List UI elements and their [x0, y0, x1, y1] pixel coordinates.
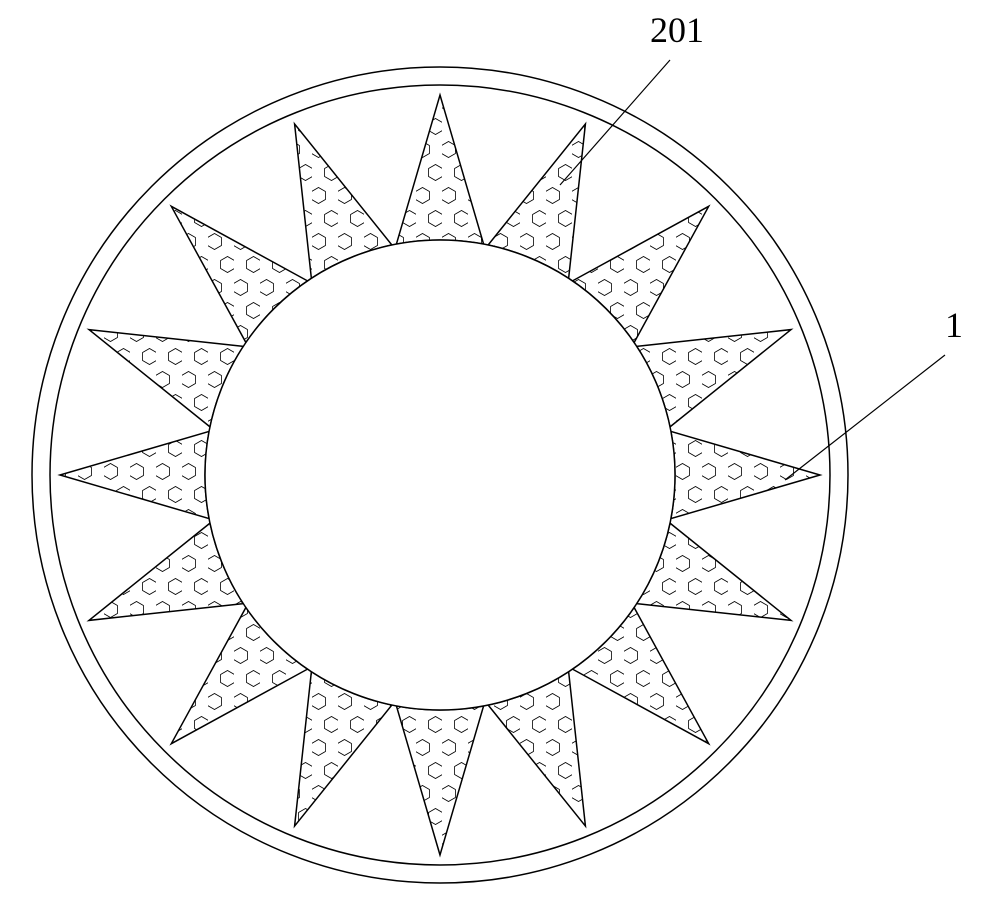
- technical-diagram: [0, 0, 1000, 901]
- diagram-container: 201 1: [0, 0, 1000, 901]
- callout-label-201: 201: [650, 9, 704, 51]
- callout-label-1: 1: [945, 304, 963, 346]
